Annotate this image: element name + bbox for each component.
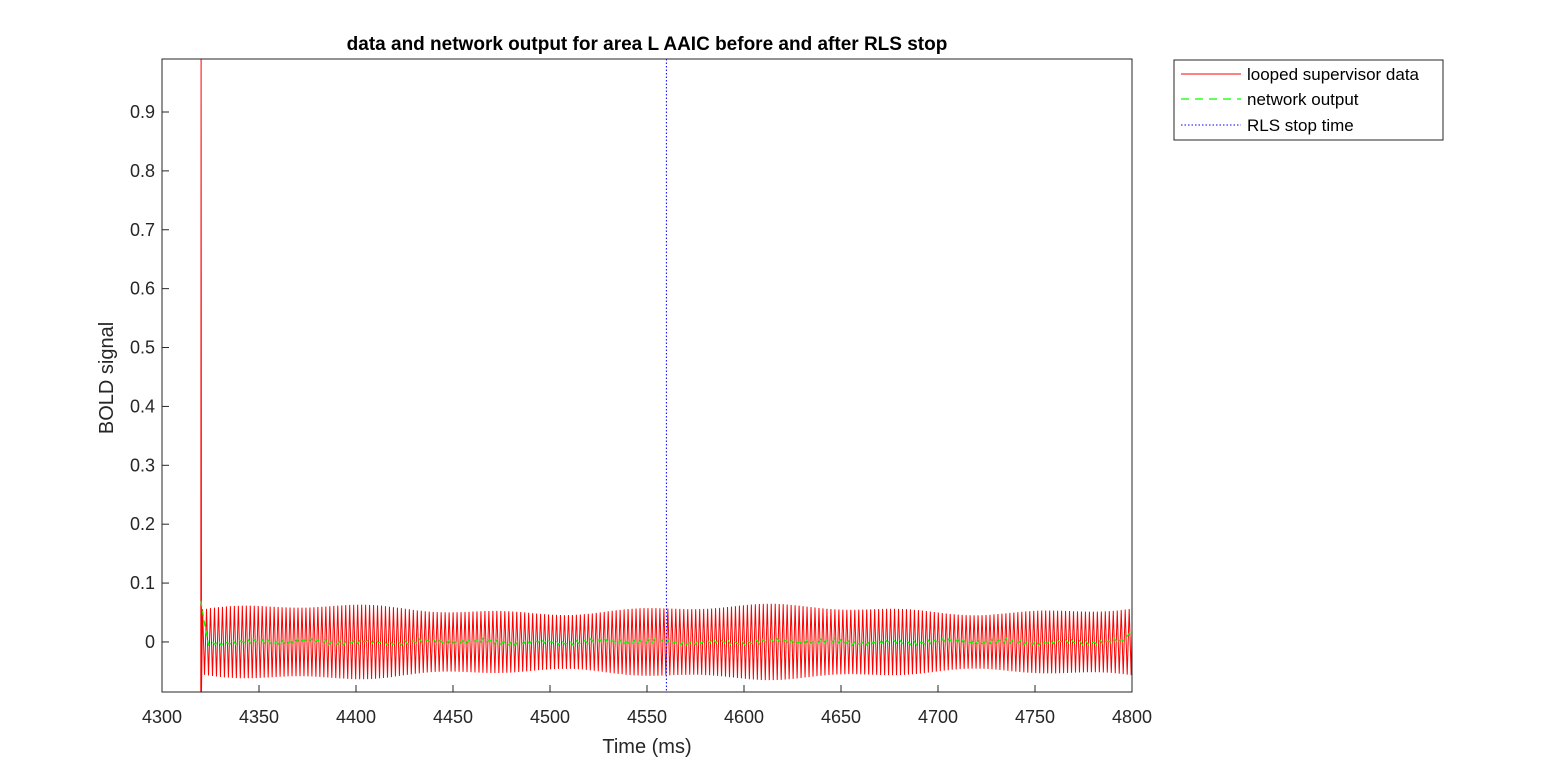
legend: looped supervisor data network output RL… [1173, 59, 1444, 141]
y-tick-label: 0.8 [130, 161, 155, 181]
series-layer [200, 58, 1133, 693]
y-tick-label: 0.9 [130, 102, 155, 122]
legend-box [1173, 59, 1444, 141]
x-tick-label: 4750 [1015, 707, 1055, 727]
x-tick-label: 4650 [821, 707, 861, 727]
y-axis-label: BOLD signal [96, 322, 118, 434]
y-tick-label: 0.6 [130, 279, 155, 299]
x-tick-label: 4450 [433, 707, 473, 727]
x-tick-label: 4350 [239, 707, 279, 727]
y-tick-label: 0.1 [130, 573, 155, 593]
x-tick-label: 4700 [918, 707, 958, 727]
x-tick-label: 4400 [336, 707, 376, 727]
x-axis-label: Time (ms) [602, 736, 691, 758]
x-axis-ticks: 4300 4350 4400 4450 4500 4550 4600 4650 4700 4750… [142, 685, 1152, 727]
y-tick-label: 0 [145, 632, 155, 652]
y-tick-label: 0.5 [130, 338, 155, 358]
legend-label-network-output: network output [1247, 90, 1359, 109]
x-tick-label: 4300 [142, 707, 182, 727]
y-axis-ticks: 0 0.1 0.2 0.3 0.4 0.5 0.6 0.7 0.8 0.9 [130, 102, 169, 652]
y-tick-label: 0.4 [130, 396, 155, 416]
x-tick-label: 4800 [1112, 707, 1152, 727]
y-tick-label: 0.7 [130, 220, 155, 240]
chart-title: data and network output for area L AAIC … [347, 34, 948, 55]
legend-label-rls-stop-time: RLS stop time [1247, 116, 1354, 135]
x-tick-label: 4500 [530, 707, 570, 727]
y-tick-label: 0.2 [130, 514, 155, 534]
legend-label-looped-supervisor-data: looped supervisor data [1247, 65, 1420, 84]
series-network-output [200, 600, 1133, 647]
x-tick-label: 4600 [724, 707, 764, 727]
axes: 4300 4350 4400 4450 4500 4550 4600 4650 4700 4750… [130, 58, 1152, 727]
y-tick-label: 0.3 [130, 455, 155, 475]
x-tick-label: 4550 [627, 707, 667, 727]
